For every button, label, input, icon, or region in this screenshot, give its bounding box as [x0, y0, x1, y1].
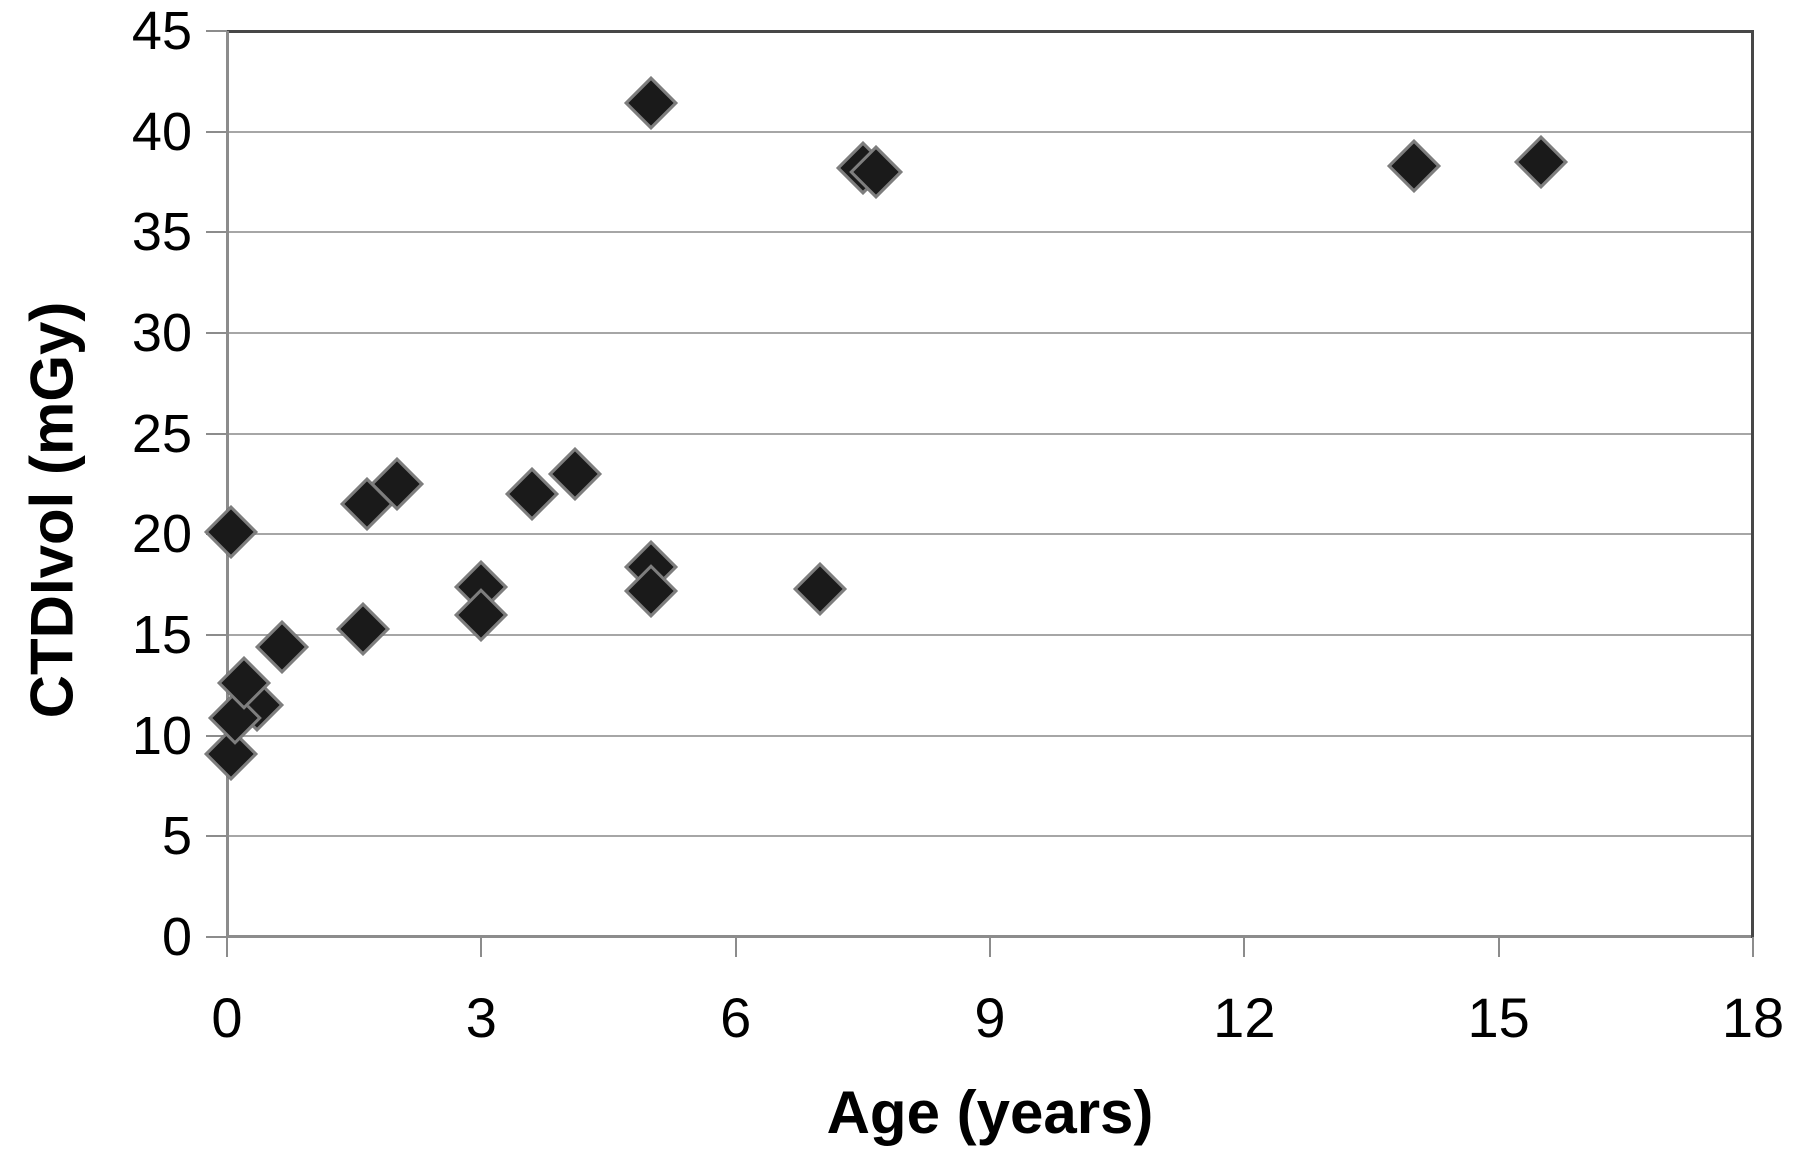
y-tick-label: 40 [131, 101, 192, 162]
x-tick-label: 6 [720, 986, 752, 1049]
gridline [227, 734, 1753, 737]
y-tick-mark [206, 936, 227, 938]
x-tick-label: 12 [1213, 986, 1276, 1049]
gridline [227, 634, 1753, 636]
gridline [227, 835, 1753, 838]
x-tick-mark [1243, 937, 1246, 957]
gridline [227, 533, 1753, 536]
x-axis-title: Age (years) [826, 1079, 1154, 1146]
y-tick-mark [206, 30, 227, 32]
x-tick-mark [734, 937, 737, 957]
data-point-marker [1514, 134, 1568, 189]
data-point-marker [204, 505, 259, 560]
data-point-marker [255, 620, 309, 674]
x-tick-mark [1497, 937, 1500, 957]
x-tick-label: 3 [465, 986, 497, 1049]
plot-area [204, 30, 1754, 957]
x-tick-mark [1752, 937, 1754, 957]
y-tick-label: 10 [131, 705, 192, 766]
data-point-marker [793, 561, 848, 616]
y-tick-mark [206, 231, 227, 234]
x-tick-label: 15 [1467, 986, 1530, 1049]
y-tick-label: 30 [131, 303, 192, 363]
x-tick-label: 9 [974, 986, 1006, 1049]
y-tick-mark [206, 835, 227, 838]
gridline [227, 130, 1753, 133]
gridline [227, 432, 1753, 435]
data-point-marker [1387, 139, 1441, 193]
x-tick-mark [480, 937, 483, 957]
y-tick-label: 25 [131, 403, 192, 464]
data-point-marker [624, 76, 678, 131]
y-tick-mark [206, 432, 227, 435]
y-tick-label: 20 [131, 504, 192, 565]
y-axis-line [226, 31, 229, 937]
plot-frame-top [227, 30, 1753, 33]
x-tick-mark [226, 937, 228, 957]
y-tick-label: 15 [131, 605, 192, 665]
data-point-marker [335, 602, 390, 656]
y-tick-label: 35 [131, 202, 192, 263]
y-tick-mark [206, 634, 227, 636]
y-tick-label: 45 [131, 1, 192, 61]
plot-frame-right [1751, 30, 1754, 938]
y-tick-label: 0 [161, 907, 192, 967]
gridline [227, 231, 1753, 234]
x-axis-line [227, 935, 1753, 938]
x-tick-label: 18 [1721, 986, 1785, 1049]
y-tick-mark [206, 130, 227, 133]
y-tick-mark [206, 332, 227, 334]
y-tick-mark [206, 734, 227, 737]
x-tick-mark [989, 937, 991, 957]
x-tick-label: 0 [211, 986, 243, 1049]
gridline [227, 332, 1753, 334]
y-tick-label: 5 [161, 806, 192, 867]
